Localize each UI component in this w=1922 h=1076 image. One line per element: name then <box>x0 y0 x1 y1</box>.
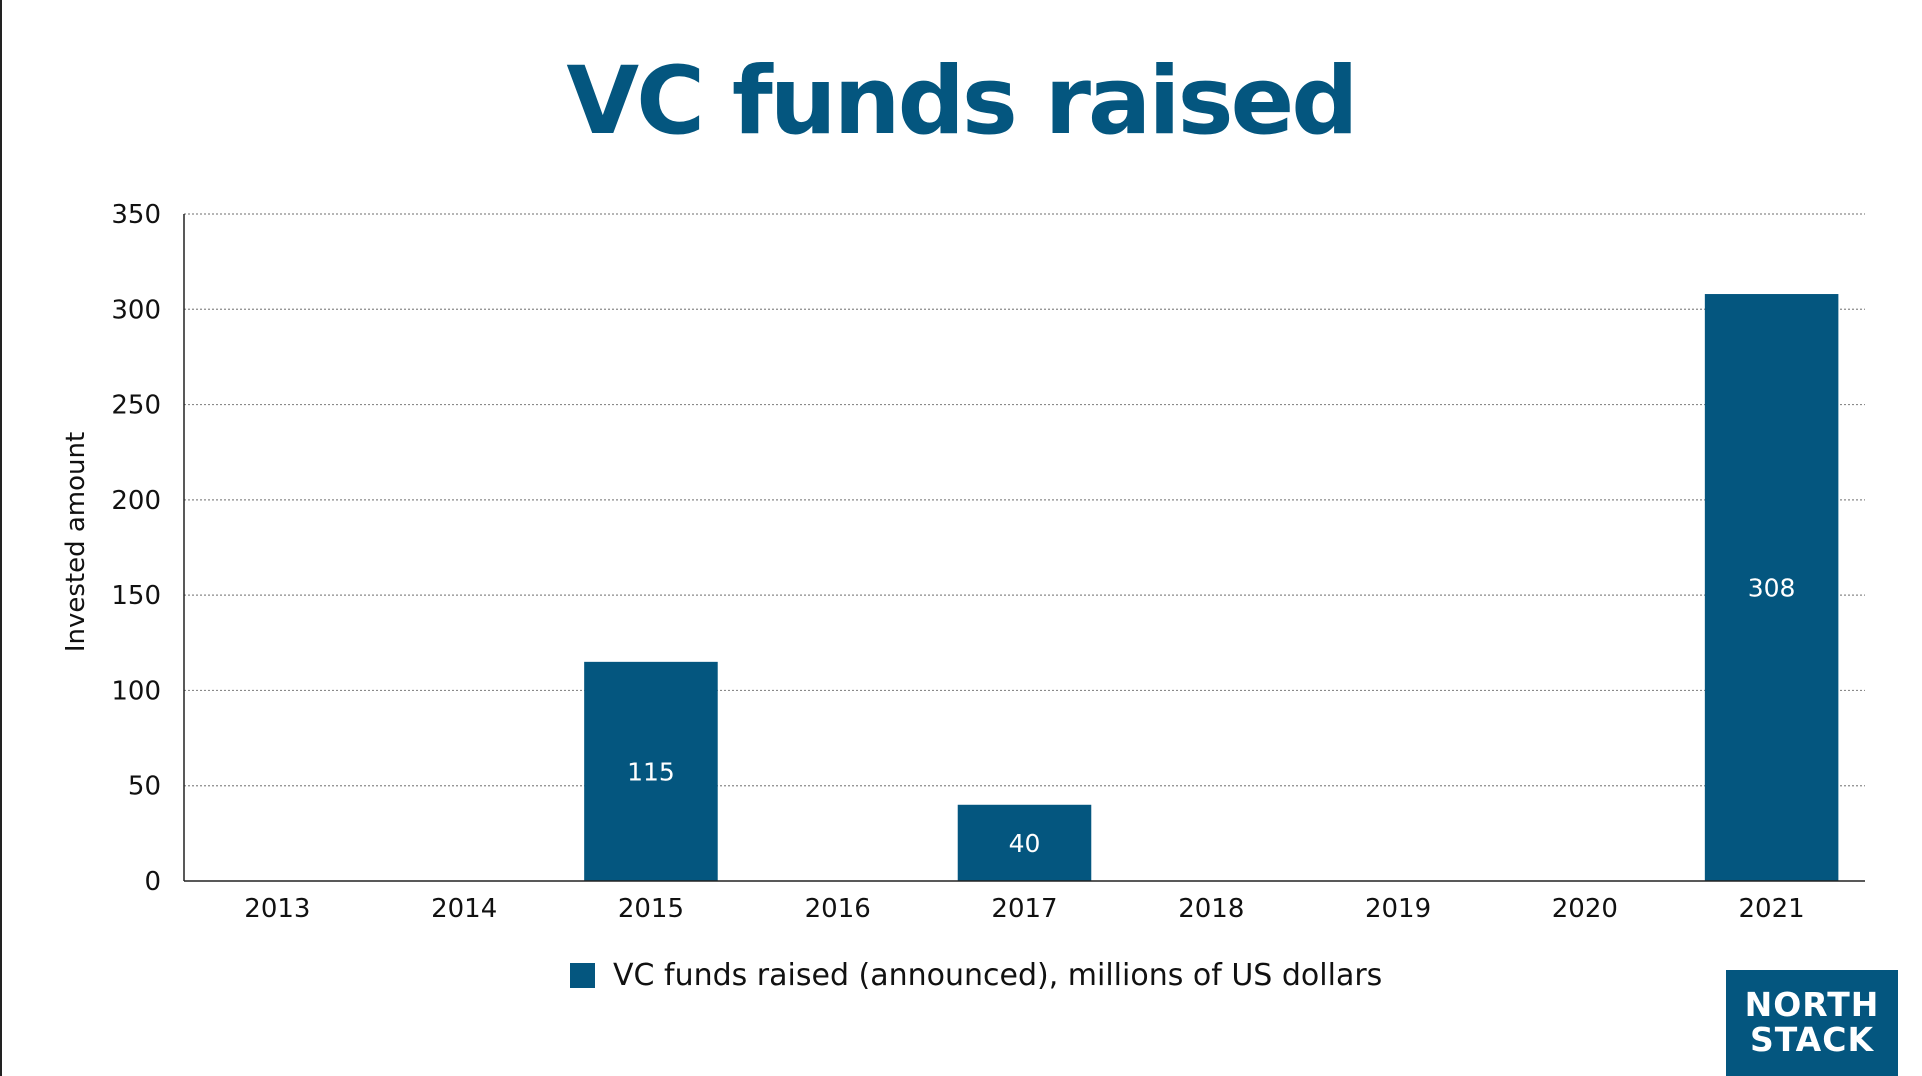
y-tick-label-150: 150 <box>111 581 161 611</box>
y-tick-labels: 0 50 100 150 200 250 300 350 <box>111 200 161 897</box>
bar-2017 <box>957 804 1092 881</box>
bars <box>584 294 1839 881</box>
logo-line-1: NORTH <box>1744 985 1880 1025</box>
x-tick-label-2020: 2020 <box>1552 894 1618 924</box>
x-tick-label-2021: 2021 <box>1739 894 1805 924</box>
y-tick-label-300: 300 <box>111 295 161 325</box>
chart-title: VC funds raised <box>566 47 1358 156</box>
y-tick-label-50: 50 <box>128 772 161 802</box>
bar-label-2021: 308 <box>1748 574 1796 603</box>
logo-line-2: STACK <box>1749 1020 1875 1059</box>
y-tick-label-250: 250 <box>111 391 161 421</box>
left-border <box>0 0 2 1076</box>
y-axis-title: Invested amount <box>61 432 91 652</box>
x-tick-label-2018: 2018 <box>1178 894 1244 924</box>
bar-labels: 115 40 308 <box>627 574 1795 858</box>
axes <box>183 214 1865 882</box>
bar-2015 <box>584 661 718 881</box>
y-tick-label-350: 350 <box>111 200 161 230</box>
x-tick-labels: 2013 2014 2015 2016 2017 2018 2019 2020 2021 <box>244 894 1804 924</box>
legend-label: VC funds raised (announced), millions of… <box>613 957 1383 993</box>
bar-2021 <box>1704 294 1839 881</box>
bar-label-2017: 40 <box>1009 829 1041 858</box>
x-tick-label-2014: 2014 <box>431 894 497 924</box>
legend-swatch <box>570 962 595 988</box>
northstack-logo: NORTH STACK <box>1726 970 1898 1076</box>
x-tick-label-2013: 2013 <box>244 894 310 924</box>
y-tick-label-0: 0 <box>144 867 161 897</box>
x-tick-label-2015: 2015 <box>618 894 684 924</box>
y-tick-label-200: 200 <box>111 486 161 516</box>
legend: VC funds raised (announced), millions of… <box>570 955 1382 995</box>
bar-label-2015: 115 <box>627 757 675 786</box>
y-tick-label-100: 100 <box>111 676 161 706</box>
x-tick-label-2019: 2019 <box>1365 894 1431 924</box>
x-tick-label-2017: 2017 <box>991 894 1057 924</box>
grid-lines <box>184 213 1865 787</box>
x-tick-label-2016: 2016 <box>805 894 871 924</box>
